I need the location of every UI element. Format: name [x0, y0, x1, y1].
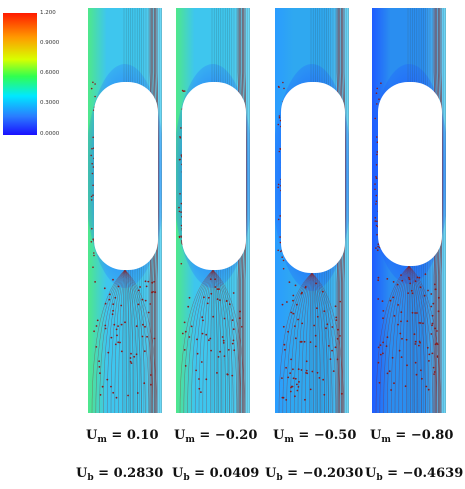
um-label-3: Um = −0.50 — [273, 428, 357, 445]
um-label-1: Um = 0.10 — [86, 428, 159, 445]
colorbar-tick: 0.9000 — [40, 40, 60, 46]
colorbar-tick: 0.3000 — [40, 100, 60, 106]
flow-panel-2 — [176, 8, 250, 413]
ub-label-1: Ub = 0.2830 — [76, 466, 164, 483]
colorbar-gradient — [3, 13, 37, 135]
um-label-2: Um = −0.20 — [174, 428, 258, 445]
colorbar-tick: 1.200 — [40, 10, 56, 16]
flow-panel-1 — [88, 8, 162, 413]
bubble-shape — [281, 82, 345, 273]
ub-label-2: Ub = 0.0409 — [172, 466, 260, 483]
bubble-shape — [182, 82, 246, 270]
ub-label-4: Ub = −0.4639 — [365, 466, 464, 483]
colorbar-tick: 0.0000 — [40, 131, 60, 137]
ub-label-3: Ub = −0.2030 — [265, 466, 364, 483]
flow-panel-4 — [372, 8, 446, 413]
flow-panel-3 — [275, 8, 349, 413]
um-label-4: Um = −0.80 — [370, 428, 454, 445]
colorbar-tick: 0.6000 — [40, 70, 60, 76]
bubble-shape — [378, 82, 442, 266]
bubble-shape — [94, 82, 158, 270]
